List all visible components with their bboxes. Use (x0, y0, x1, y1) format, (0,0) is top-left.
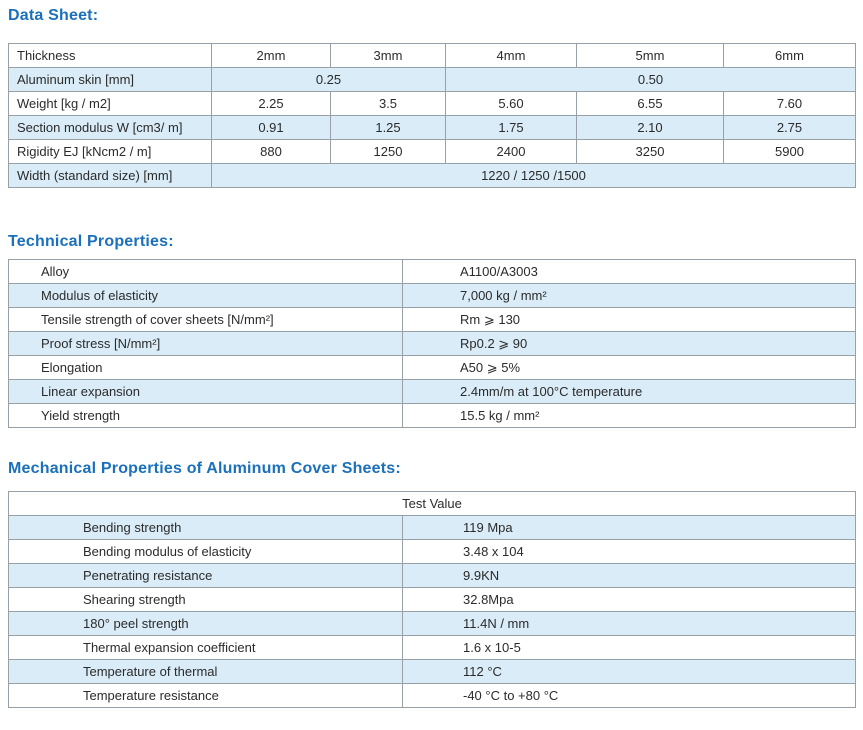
cell-value: Rm ⩾ 130 (402, 307, 856, 332)
cell-value: 5.60 (445, 91, 577, 116)
table-row: Width (standard size) [mm] 1220 / 1250 /… (8, 163, 856, 188)
cell-value: 1250 (330, 139, 446, 164)
row-label-penetrating-resistance: Penetrating resistance (8, 563, 403, 588)
table-row: Thermal expansion coefficient 1.6 x 10-5 (8, 635, 856, 660)
cell-value: 880 (211, 139, 331, 164)
cell-value: 7,000 kg / mm² (402, 283, 856, 308)
column-header-2mm: 2mm (211, 43, 331, 68)
cell-value: 6.55 (576, 91, 724, 116)
table-row: Thickness 2mm 3mm 4mm 5mm 6mm (8, 43, 856, 68)
row-label-linear-expansion: Linear expansion (8, 379, 403, 404)
cell-value: Rp0.2 ⩾ 90 (402, 331, 856, 356)
row-label-elongation: Elongation (8, 355, 403, 380)
table-row: Yield strength 15.5 kg / mm² (8, 403, 856, 428)
table-row: Section modulus W [cm3/ m] 0.91 1.25 1.7… (8, 115, 856, 140)
cell-value: 0.91 (211, 115, 331, 140)
row-label-alloy: Alloy (8, 259, 403, 284)
cell-value: 15.5 kg / mm² (402, 403, 856, 428)
cell-value: 2.4mm/m at 100°C temperature (402, 379, 856, 404)
cell-value: 112 °C (402, 659, 856, 684)
column-header-5mm: 5mm (576, 43, 724, 68)
row-label-bending-modulus: Bending modulus of elasticity (8, 539, 403, 564)
cell-value: 3.5 (330, 91, 446, 116)
row-label-bending-strength: Bending strength (8, 515, 403, 540)
cell-value: 2.25 (211, 91, 331, 116)
column-header-3mm: 3mm (330, 43, 446, 68)
row-label-thermal-expansion: Thermal expansion coefficient (8, 635, 403, 660)
data-sheet-heading: Data Sheet: (8, 7, 99, 24)
cell-value: 1.6 x 10-5 (402, 635, 856, 660)
cell-value: 9.9KN (402, 563, 856, 588)
column-header-thickness: Thickness (8, 43, 212, 68)
table-row: Temperature resistance -40 °C to +80 °C (8, 683, 856, 708)
row-label-yield-strength: Yield strength (8, 403, 403, 428)
row-label-temperature-resistance: Temperature resistance (8, 683, 403, 708)
cell-value: 2.10 (576, 115, 724, 140)
cell-value: 0.25 (211, 67, 446, 92)
cell-value: 3.48 x 104 (402, 539, 856, 564)
row-label-weight: Weight [kg / m2] (8, 91, 212, 116)
cell-value: 119 Mpa (402, 515, 856, 540)
column-header-test-value: Test Value (8, 491, 856, 516)
row-label-aluminum-skin: Aluminum skin [mm] (8, 67, 212, 92)
table-row: Shearing strength 32.8Mpa (8, 587, 856, 612)
table-row: 180° peel strength 11.4N / mm (8, 611, 856, 636)
column-header-4mm: 4mm (445, 43, 577, 68)
cell-value: 0.50 (445, 67, 856, 92)
table-row: Weight [kg / m2] 2.25 3.5 5.60 6.55 7.60 (8, 91, 856, 116)
table-row: Test Value (8, 491, 856, 516)
table-row: Alloy A1100/A3003 (8, 259, 856, 284)
column-header-6mm: 6mm (723, 43, 856, 68)
table-row: Elongation A50 ⩾ 5% (8, 355, 856, 380)
row-label-temperature-of-thermal: Temperature of thermal (8, 659, 403, 684)
cell-value: 1.25 (330, 115, 446, 140)
cell-value: 11.4N / mm (402, 611, 856, 636)
row-label-width: Width (standard size) [mm] (8, 163, 212, 188)
cell-value: 32.8Mpa (402, 587, 856, 612)
cell-value: -40 °C to +80 °C (402, 683, 856, 708)
table-row: Linear expansion 2.4mm/m at 100°C temper… (8, 379, 856, 404)
table-row: Bending strength 119 Mpa (8, 515, 856, 540)
cell-value: 2.75 (723, 115, 856, 140)
table-row: Tensile strength of cover sheets [N/mm²]… (8, 307, 856, 332)
cell-value: 2400 (445, 139, 577, 164)
technical-properties-heading: Technical Properties: (8, 233, 174, 250)
cell-value: 7.60 (723, 91, 856, 116)
row-label-rigidity: Rigidity EJ [kNcm2 / m] (8, 139, 212, 164)
data-sheet-table: Thickness 2mm 3mm 4mm 5mm 6mm Aluminum s… (8, 43, 856, 188)
document-page: { "headings": { "data_sheet": "Data Shee… (0, 6, 863, 730)
table-row: Bending modulus of elasticity 3.48 x 104 (8, 539, 856, 564)
cell-value: A50 ⩾ 5% (402, 355, 856, 380)
row-label-peel-strength: 180° peel strength (8, 611, 403, 636)
table-row: Proof stress [N/mm²] Rp0.2 ⩾ 90 (8, 331, 856, 356)
technical-properties-table: Alloy A1100/A3003 Modulus of elasticity … (8, 259, 856, 428)
cell-value: 1.75 (445, 115, 577, 140)
table-row: Aluminum skin [mm] 0.25 0.50 (8, 67, 856, 92)
page-container: Data Sheet: Thickness 2mm 3mm 4mm 5mm 6m… (0, 6, 863, 708)
row-label-proof-stress: Proof stress [N/mm²] (8, 331, 403, 356)
mechanical-properties-table: Test Value Bending strength 119 Mpa Bend… (8, 491, 856, 708)
row-label-shearing-strength: Shearing strength (8, 587, 403, 612)
row-label-modulus-of-elasticity: Modulus of elasticity (8, 283, 403, 308)
table-row: Temperature of thermal 112 °C (8, 659, 856, 684)
table-row: Rigidity EJ [kNcm2 / m] 880 1250 2400 32… (8, 139, 856, 164)
cell-value: 3250 (576, 139, 724, 164)
table-row: Penetrating resistance 9.9KN (8, 563, 856, 588)
table-row: Modulus of elasticity 7,000 kg / mm² (8, 283, 856, 308)
cell-value: 5900 (723, 139, 856, 164)
row-label-tensile-strength: Tensile strength of cover sheets [N/mm²] (8, 307, 403, 332)
mechanical-properties-heading: Mechanical Properties of Aluminum Cover … (8, 460, 401, 477)
cell-value: A1100/A3003 (402, 259, 856, 284)
row-label-section-modulus: Section modulus W [cm3/ m] (8, 115, 212, 140)
cell-value: 1220 / 1250 /1500 (211, 163, 856, 188)
